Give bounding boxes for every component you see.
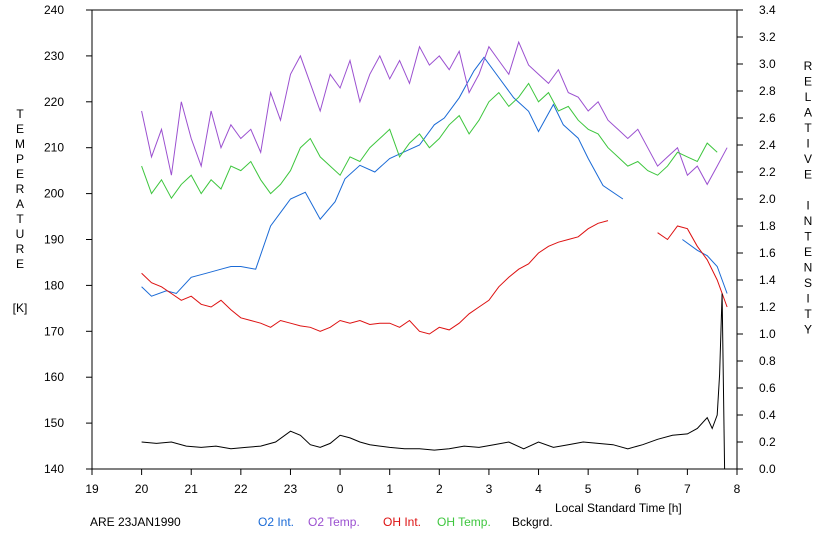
x-tick-label: 7: [684, 482, 691, 496]
right-axis-title-letter: E: [804, 245, 812, 259]
right-tick-label: 0.6: [759, 381, 776, 395]
right-tick-label: 2.4: [759, 138, 776, 152]
right-axis-title-letter: T: [804, 230, 812, 244]
plot-area: [91, 9, 738, 470]
right-tick-label: 2.2: [759, 165, 776, 179]
right-axis-title-letter: I: [806, 137, 809, 151]
legend-entry: Bckgrd.: [512, 515, 553, 529]
right-axis-title-letter: I: [806, 292, 809, 306]
x-tick-label: 20: [135, 482, 149, 496]
legend-entry: OH Temp.: [437, 515, 491, 529]
x-axis-title: Local Standard Time [h]: [555, 501, 682, 515]
left-axis-unit: [K]: [13, 301, 28, 315]
right-axis-title-letter: Y: [804, 323, 812, 337]
right-axis-title-letter: I: [806, 199, 809, 213]
right-axis-title-letter: T: [804, 307, 812, 321]
left-axis-title-letter: E: [16, 122, 24, 136]
left-tick-label: 190: [44, 233, 64, 247]
x-tick-label: 21: [185, 482, 199, 496]
right-tick-label: 3.0: [759, 57, 776, 71]
left-tick-label: 220: [44, 95, 64, 109]
left-axis: 140 150 160 170 180 190 200 210 220 230 240: [44, 3, 92, 476]
right-tick-label: 1.8: [759, 219, 776, 233]
right-tick-label: 1.4: [759, 273, 776, 287]
left-axis-title-letter: U: [16, 227, 25, 241]
left-tick-label: 150: [44, 416, 64, 430]
right-tick-label: 3.4: [759, 3, 776, 17]
series-line-o2-temp: [141, 40, 728, 186]
x-tick-label: 8: [734, 482, 741, 496]
right-axis-title-letter: E: [804, 168, 812, 182]
right-tick-label: 3.2: [759, 30, 776, 44]
x-tick-label: 0: [337, 482, 344, 496]
x-tick-label: 5: [585, 482, 592, 496]
left-axis-title-letter: E: [16, 257, 24, 271]
left-axis-title-letter: T: [16, 107, 24, 121]
right-axis-title-letter: N: [804, 214, 813, 228]
left-tick-label: 180: [44, 278, 64, 292]
right-tick-label: 0.4: [759, 408, 776, 422]
series-line-oh-temp: [141, 82, 718, 200]
left-tick-label: 160: [44, 370, 64, 384]
series-layer: [141, 40, 728, 470]
right-axis-title-letter: T: [804, 121, 812, 135]
left-axis-title-letter: P: [16, 152, 24, 166]
left-tick-label: 240: [44, 3, 64, 17]
legend: O2 Int. O2 Temp. OH Int. OH Temp. Bckgrd.: [258, 515, 553, 529]
right-tick-label: 1.0: [759, 327, 776, 341]
right-axis-title-letter: L: [805, 90, 812, 104]
right-tick-label: 1.6: [759, 246, 776, 260]
left-tick-label: 210: [44, 141, 64, 155]
x-tick-label: 3: [486, 482, 493, 496]
series-line-o2-int: [141, 56, 728, 297]
left-tick-label: 230: [44, 49, 64, 63]
x-tick-label: 23: [284, 482, 298, 496]
right-axis-title-letter: S: [804, 276, 812, 290]
plot-frame: [91, 9, 738, 470]
legend-entry: OH Int.: [383, 515, 421, 529]
right-axis-title-letter: R: [804, 59, 813, 73]
right-axis-title-letter: V: [804, 152, 812, 166]
x-tick-label: 19: [85, 482, 99, 496]
x-tick-label: 4: [535, 482, 542, 496]
left-axis-title-letter: R: [16, 242, 25, 256]
right-tick-label: 0.0: [759, 462, 776, 476]
legend-entry: O2 Int.: [258, 515, 294, 529]
left-axis-title-letter: R: [16, 182, 25, 196]
x-tick-label: 2: [436, 482, 443, 496]
x-tick-label: 6: [634, 482, 641, 496]
right-axis: 0.0 0.2 0.4 0.6 0.8 1.0 1.2 1.4 1.6 1.8 2.0 2.2 2.4 2…: [737, 3, 776, 476]
x-axis: 19 20 21 22 23 0 1 2 3 4 5 6 7 8: [85, 469, 741, 496]
left-tick-label: 200: [44, 187, 64, 201]
right-tick-label: 2.8: [759, 84, 776, 98]
left-tick-label: 140: [44, 462, 64, 476]
x-tick-label: 22: [234, 482, 248, 496]
left-axis-title-letter: A: [16, 197, 24, 211]
right-tick-label: 1.2: [759, 300, 776, 314]
right-tick-label: 2.6: [759, 111, 776, 125]
footer-label: ARE 23JAN1990: [90, 515, 181, 529]
left-axis-title-letter: E: [16, 167, 24, 181]
right-axis-title-letter: E: [804, 75, 812, 89]
right-tick-label: 0.2: [759, 435, 776, 449]
right-axis-title-letter: N: [804, 261, 813, 275]
right-axis-title-letter: A: [804, 106, 812, 120]
series-line-oh-int: [141, 220, 728, 335]
right-tick-label: 0.8: [759, 354, 776, 368]
legend-entry: O2 Temp.: [308, 515, 360, 529]
left-axis-title-letter: T: [16, 212, 24, 226]
left-tick-label: 170: [44, 324, 64, 338]
right-tick-label: 2.0: [759, 192, 776, 206]
series-line-bckgrd: [141, 293, 726, 470]
left-axis-title-letter: M: [15, 137, 25, 151]
x-tick-label: 1: [386, 482, 393, 496]
